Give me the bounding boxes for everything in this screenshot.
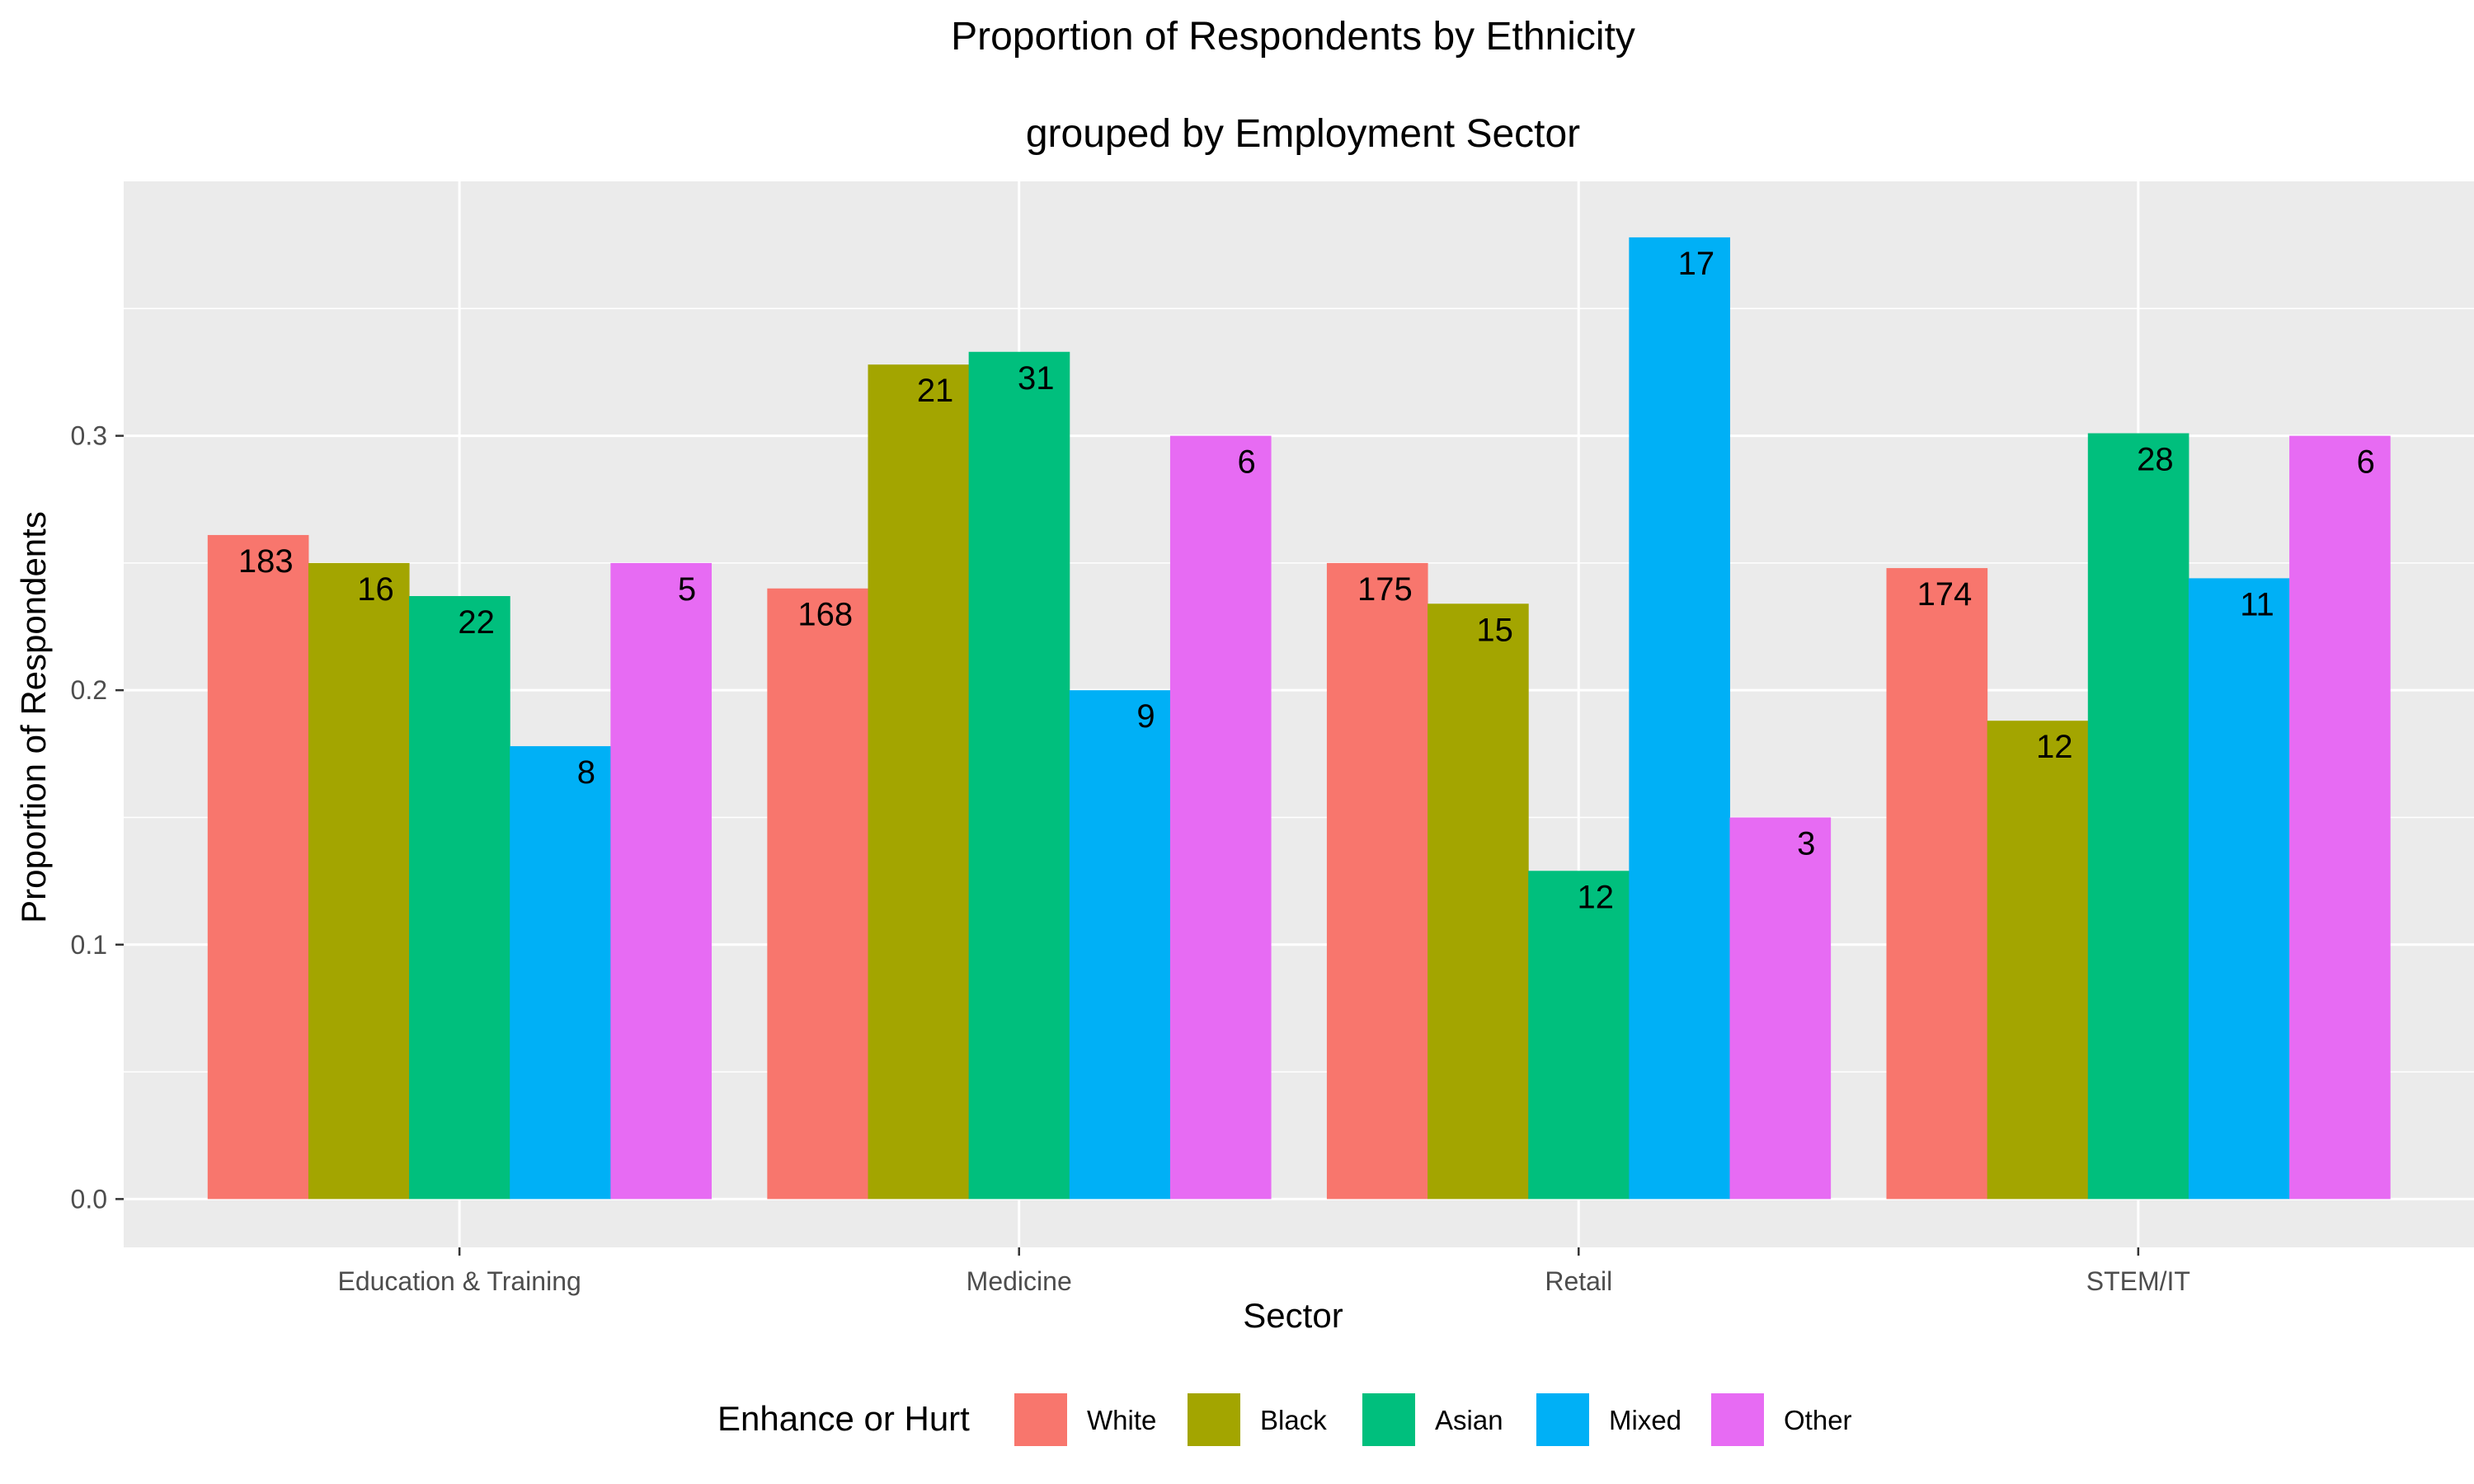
bar-label-mixed-4: 11	[2240, 586, 2274, 622]
bar-label-other-2: 6	[1238, 444, 1256, 481]
bar-label-other-1: 5	[678, 571, 696, 608]
bars	[207, 237, 2391, 1200]
y-axis: 0.0 0.1 0.2 0.3	[71, 421, 124, 1214]
legend-label-asian: Asian	[1435, 1405, 1503, 1435]
bar-label-white-1: 183	[238, 543, 294, 580]
bar-black-1	[308, 562, 410, 1200]
bar-mixed-3	[1629, 237, 1730, 1200]
bar-label-other-4: 6	[2357, 444, 2375, 481]
bar-other-4	[2289, 435, 2391, 1200]
legend-label-white: White	[1087, 1405, 1156, 1435]
legend-key-other	[1711, 1393, 1764, 1446]
bar-white-3	[1326, 562, 1428, 1200]
bar-mixed-2	[1069, 690, 1171, 1200]
bar-label-asian-1: 22	[458, 604, 495, 641]
bar-label-white-4: 174	[1917, 576, 1973, 613]
bar-asian-3	[1528, 871, 1630, 1200]
bar-white-2	[767, 588, 868, 1200]
legend-key-white	[1014, 1393, 1067, 1446]
x-tick-label: Retail	[1545, 1266, 1612, 1296]
bar-asian-2	[968, 351, 1070, 1200]
bar-mixed-1	[510, 746, 611, 1200]
bar-other-3	[1729, 817, 1832, 1200]
x-tick-label: STEM/IT	[2086, 1266, 2190, 1296]
bar-other-2	[1169, 435, 1272, 1200]
bar-label-mixed-3: 17	[1678, 246, 1715, 282]
bar-label-black-1: 16	[357, 571, 394, 608]
x-tick-label: Medicine	[967, 1266, 1072, 1296]
bar-label-white-3: 175	[1357, 571, 1413, 608]
bar-black-2	[868, 364, 970, 1200]
bar-label-mixed-2: 9	[1136, 698, 1155, 735]
chart-title: Proportion of Respondents by Ethnicity	[951, 15, 1635, 59]
legend: Enhance or Hurt White Black Asian Mixed Othe…	[717, 1393, 1852, 1446]
bar-label-asian-2: 31	[1018, 360, 1055, 397]
bar-label-white-2: 168	[797, 597, 853, 633]
bar-asian-1	[409, 596, 510, 1200]
y-tick-label: 0.1	[71, 930, 107, 960]
bar-asian-4	[2087, 433, 2189, 1200]
legend-label-black: Black	[1260, 1405, 1327, 1435]
bar-white-1	[207, 534, 309, 1200]
bar-label-mixed-1: 8	[577, 754, 595, 791]
legend-key-mixed	[1536, 1393, 1589, 1446]
bar-labels: 183 16 22 8 5 168 21 31 9 6 175 15 12 17 3 174 12 28 11 6	[238, 246, 2375, 915]
bar-label-black-2: 21	[917, 373, 954, 409]
bar-other-1	[610, 562, 712, 1200]
bar-mixed-4	[2188, 578, 2290, 1200]
x-axis: Education & Training Medicine Retail STEM/I…	[337, 1247, 2190, 1296]
legend-key-asian	[1362, 1393, 1415, 1446]
bar-label-asian-4: 28	[2137, 442, 2174, 478]
x-axis-title: Sector	[1243, 1296, 1343, 1335]
legend-label-mixed: Mixed	[1609, 1405, 1681, 1435]
y-tick-label: 0.2	[71, 675, 107, 705]
legend-label-other: Other	[1784, 1405, 1852, 1435]
y-axis-title: Proportion of Respondents	[14, 511, 53, 923]
y-tick-label: 0.0	[71, 1184, 107, 1214]
bar-label-asian-3: 12	[1578, 879, 1615, 915]
legend-key-black	[1188, 1393, 1240, 1446]
y-tick-label: 0.3	[71, 421, 107, 451]
bar-black-3	[1427, 603, 1529, 1200]
legend-title: Enhance or Hurt	[717, 1399, 970, 1438]
bar-black-4	[1987, 721, 2089, 1200]
bar-label-other-3: 3	[1797, 825, 1815, 862]
bar-label-black-4: 12	[2036, 729, 2073, 765]
bar-label-black-3: 15	[1476, 612, 1513, 648]
chart-subtitle: grouped by Employment Sector	[1026, 112, 1580, 156]
x-tick-label: Education & Training	[337, 1266, 581, 1296]
bar-white-4	[1886, 568, 1988, 1200]
